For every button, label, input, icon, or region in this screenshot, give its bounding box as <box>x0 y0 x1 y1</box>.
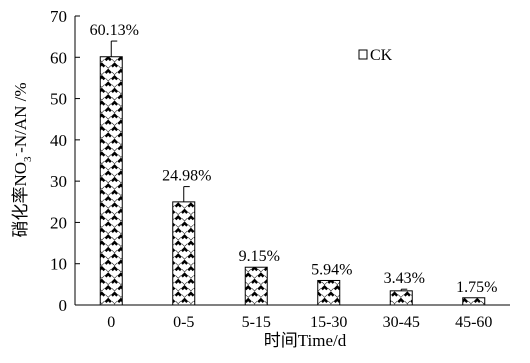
legend-label-ck: CK <box>370 47 393 64</box>
legend: CK <box>358 47 393 64</box>
y-tick-label: 70 <box>50 7 67 26</box>
data-label: 24.98% <box>162 168 211 185</box>
bar <box>99 56 123 306</box>
bar <box>389 290 413 306</box>
x-tick-label: 45-60 <box>455 314 492 331</box>
plot-area: 0 10 20 30 40 50 60 70 0 60.13% 0-5 24.98% 5-15 9.15%… <box>50 7 510 331</box>
y-tick-label: 20 <box>50 213 67 232</box>
y-tick-label: 30 <box>50 172 67 191</box>
bar <box>462 297 486 306</box>
y-tick-label: 50 <box>50 90 67 109</box>
y-axis-label-subscript: 3 <box>22 156 34 162</box>
y-axis-label: 硝化率NO3--N/AN /% <box>10 82 34 237</box>
x-tick-label: 30-45 <box>383 314 420 331</box>
bar <box>172 201 196 306</box>
y-axis-label-superscript: - <box>10 152 22 156</box>
data-label: 3.43% <box>384 270 425 287</box>
x-tick-label: 0-5 <box>173 314 194 331</box>
x-axis-label: 时间Time/d <box>264 331 347 350</box>
data-label: 5.94% <box>311 261 352 278</box>
y-tick-label: 0 <box>59 296 68 315</box>
bar <box>317 279 341 306</box>
y-axis-label-prefix: 硝化率NO <box>11 162 30 238</box>
y-tick-label: 40 <box>50 131 67 150</box>
y-tick-label: 60 <box>50 48 67 67</box>
data-label: 1.75% <box>456 279 497 296</box>
y-tick-label: 10 <box>50 255 67 274</box>
legend-swatch <box>358 49 368 60</box>
x-tick-label: 5-15 <box>242 314 271 331</box>
x-tick-label: 15-30 <box>310 314 347 331</box>
data-label: 9.15% <box>239 248 280 265</box>
x-tick-label: 0 <box>107 314 115 331</box>
bar <box>244 266 268 306</box>
y-axis-label-suffix: -N/AN /% <box>11 82 30 152</box>
data-label: 60.13% <box>90 22 139 39</box>
